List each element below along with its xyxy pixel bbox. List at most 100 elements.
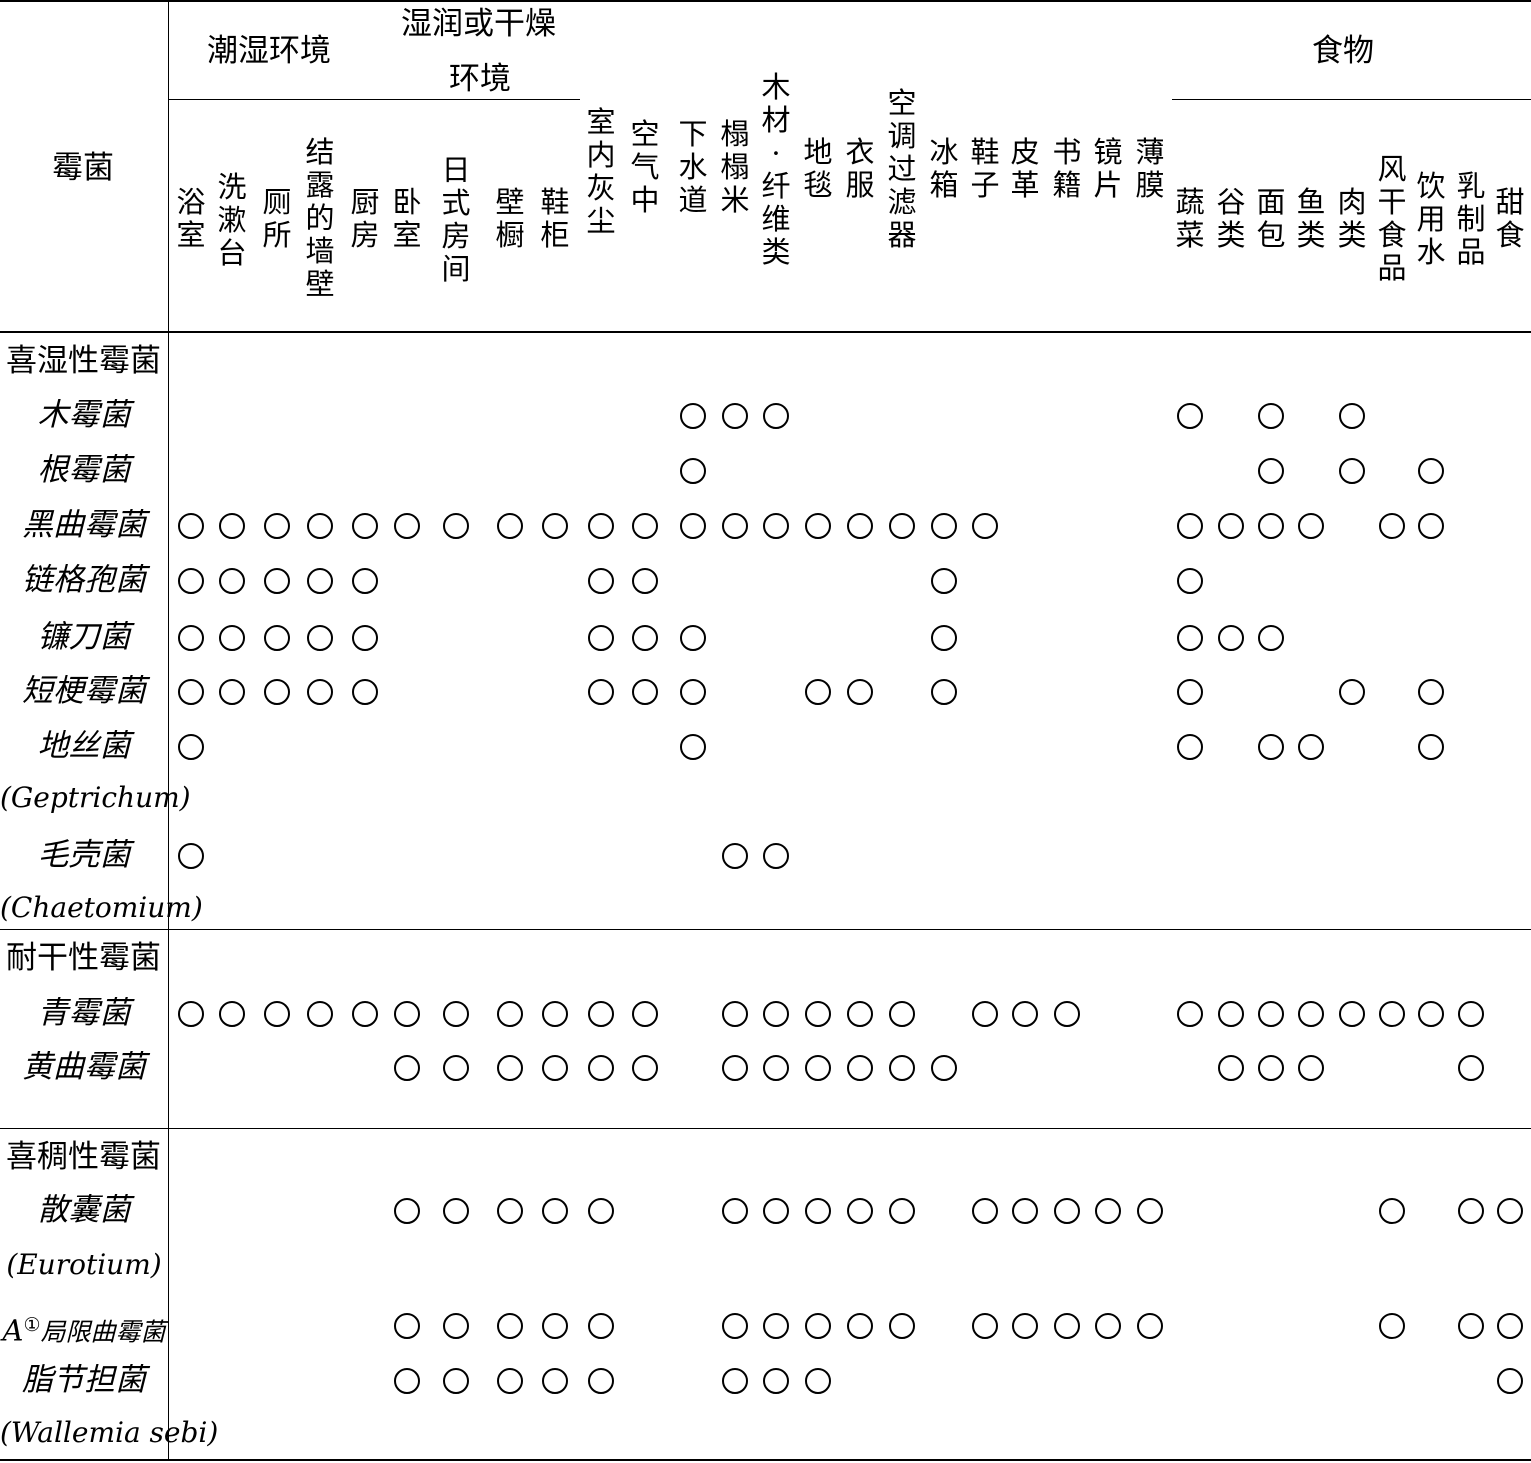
column-header: 鞋柜 — [540, 185, 570, 252]
presence-mark — [264, 679, 290, 705]
column-header: 书籍 — [1052, 135, 1082, 202]
presence-mark — [1258, 513, 1284, 539]
presence-mark — [722, 513, 748, 539]
presence-mark — [307, 625, 333, 651]
presence-mark — [178, 734, 204, 760]
presence-mark — [443, 1198, 469, 1224]
presence-mark — [443, 1368, 469, 1394]
presence-mark — [1177, 734, 1203, 760]
presence-mark — [722, 1001, 748, 1027]
stub-column-rule — [168, 0, 169, 1461]
column-header: 木材 · 纤维类 — [761, 70, 791, 269]
column-header: 结露的墙壁 — [305, 135, 335, 301]
presence-mark — [352, 568, 378, 594]
presence-mark — [1497, 1313, 1523, 1339]
presence-mark — [394, 1055, 420, 1081]
presence-mark — [219, 568, 245, 594]
presence-mark — [722, 1313, 748, 1339]
presence-mark — [1137, 1313, 1163, 1339]
presence-mark — [1012, 1198, 1038, 1224]
section-rule-1 — [0, 929, 1531, 930]
column-header: 皮革 — [1010, 135, 1040, 202]
presence-mark — [497, 1001, 523, 1027]
presence-mark — [1458, 1001, 1484, 1027]
group-header-food: 食物 — [1312, 33, 1374, 69]
presence-mark — [889, 1055, 915, 1081]
presence-mark — [264, 568, 290, 594]
presence-mark — [972, 1001, 998, 1027]
presence-mark — [1095, 1198, 1121, 1224]
presence-mark — [805, 1368, 831, 1394]
presence-mark — [805, 1055, 831, 1081]
presence-mark — [1177, 625, 1203, 651]
column-header: 空调过滤器 — [887, 86, 917, 252]
presence-mark — [1379, 1198, 1405, 1224]
presence-mark — [931, 1055, 957, 1081]
presence-mark — [763, 843, 789, 869]
presence-mark — [763, 1368, 789, 1394]
column-header: 厨房 — [350, 185, 380, 252]
column-header: 洗漱台 — [217, 170, 247, 270]
column-header: 浴室 — [176, 185, 206, 252]
presence-mark — [889, 513, 915, 539]
presence-mark — [1177, 513, 1203, 539]
presence-mark — [805, 513, 831, 539]
presence-mark — [394, 513, 420, 539]
presence-mark — [219, 1001, 245, 1027]
presence-mark — [264, 625, 290, 651]
row-label: 短梗霉菌 — [22, 673, 146, 709]
row-label: 脂节担菌 — [22, 1362, 146, 1398]
presence-mark — [542, 1055, 568, 1081]
presence-mark — [588, 513, 614, 539]
presence-mark — [632, 1001, 658, 1027]
presence-mark — [847, 1198, 873, 1224]
presence-mark — [805, 1313, 831, 1339]
presence-mark — [352, 513, 378, 539]
presence-mark — [847, 513, 873, 539]
presence-mark — [972, 513, 998, 539]
presence-mark — [680, 734, 706, 760]
presence-mark — [1054, 1313, 1080, 1339]
presence-mark — [1258, 1001, 1284, 1027]
row-label: 木霉菌 — [37, 397, 131, 433]
presence-mark — [588, 625, 614, 651]
presence-mark — [680, 679, 706, 705]
presence-mark — [542, 513, 568, 539]
column-header: 下水道 — [678, 117, 708, 217]
presence-mark — [632, 568, 658, 594]
presence-mark — [1012, 1001, 1038, 1027]
presence-mark — [632, 513, 658, 539]
presence-mark — [847, 1001, 873, 1027]
column-header: 室内灰尘 — [586, 105, 616, 238]
presence-mark — [722, 1198, 748, 1224]
presence-mark — [497, 1055, 523, 1081]
presence-mark — [763, 1055, 789, 1081]
presence-mark — [264, 1001, 290, 1027]
presence-mark — [219, 625, 245, 651]
presence-mark — [889, 1001, 915, 1027]
presence-mark — [763, 403, 789, 429]
presence-mark — [178, 625, 204, 651]
row-label-latin: (Wallemia sebi) — [0, 1416, 219, 1449]
presence-mark — [1418, 679, 1444, 705]
presence-mark — [722, 1055, 748, 1081]
presence-mark — [1258, 458, 1284, 484]
presence-mark — [680, 625, 706, 651]
presence-mark — [1258, 403, 1284, 429]
group-underline-food — [1172, 99, 1531, 100]
presence-mark — [1418, 458, 1444, 484]
column-header: 衣服 — [845, 135, 875, 202]
presence-mark — [352, 1001, 378, 1027]
presence-mark — [1218, 1055, 1244, 1081]
section-title: 喜稠性霉菌 — [6, 1139, 161, 1175]
row-label-latin: (Eurotium) — [6, 1248, 162, 1281]
presence-mark — [722, 1368, 748, 1394]
presence-mark — [931, 679, 957, 705]
presence-mark — [972, 1198, 998, 1224]
presence-mark — [763, 1198, 789, 1224]
presence-mark — [542, 1001, 568, 1027]
presence-mark — [805, 1001, 831, 1027]
presence-mark — [722, 403, 748, 429]
presence-mark — [394, 1001, 420, 1027]
